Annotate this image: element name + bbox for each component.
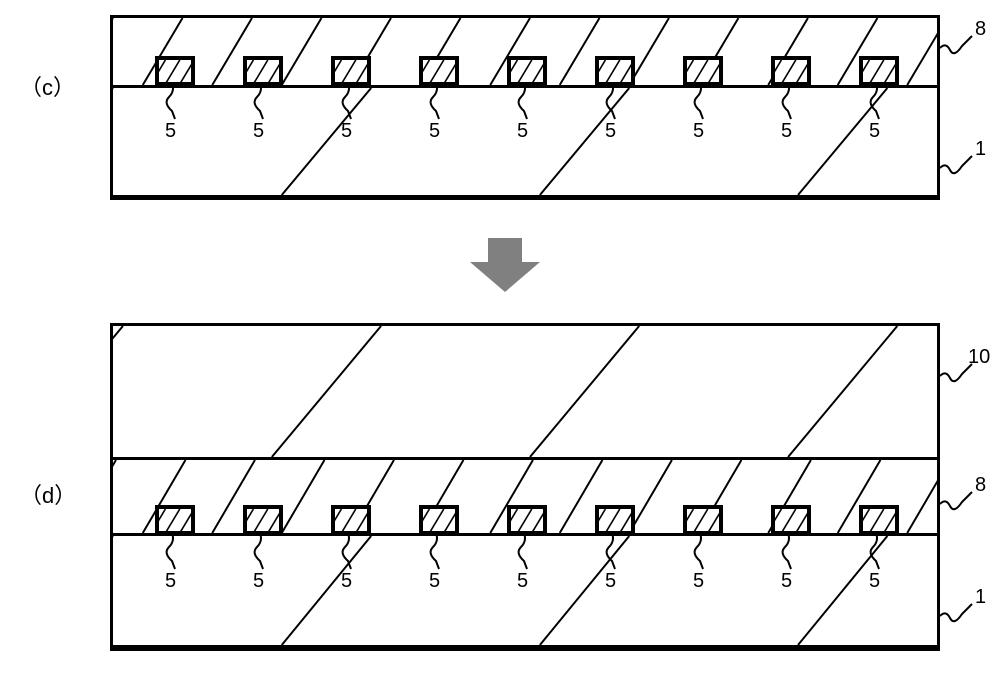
side-lead-1-c	[940, 150, 980, 180]
ref-5: 5	[781, 570, 792, 593]
ref-5: 5	[517, 120, 528, 143]
side-lead-1-d	[940, 598, 980, 628]
feature-row-d	[113, 326, 937, 648]
ref-8: 8	[975, 474, 986, 497]
process-arrow-icon	[470, 238, 540, 292]
ref-5: 5	[605, 120, 616, 143]
ref-5: 5	[693, 570, 704, 593]
ref-5: 5	[253, 570, 264, 593]
ref-5: 5	[781, 120, 792, 143]
ref-5: 5	[605, 570, 616, 593]
ref-5: 5	[165, 120, 176, 143]
ref-5: 5	[341, 120, 352, 143]
ref-5: 5	[165, 570, 176, 593]
ref-5: 5	[869, 570, 880, 593]
ref-10: 10	[968, 346, 990, 369]
panel-label-c: （c）	[20, 70, 75, 102]
side-lead-8-d	[940, 486, 980, 516]
ref-5: 5	[341, 570, 352, 593]
ref-5: 5	[693, 120, 704, 143]
panel-label-d: （d）	[20, 478, 76, 510]
ref-5: 5	[517, 570, 528, 593]
ref-5: 5	[253, 120, 264, 143]
ref-1: 1	[975, 586, 986, 609]
ref-5: 5	[429, 120, 440, 143]
ref-1: 1	[975, 138, 986, 161]
ref-5: 5	[869, 120, 880, 143]
section-d	[110, 323, 940, 651]
side-lead-8-c	[940, 30, 980, 60]
ref-5: 5	[429, 570, 440, 593]
ref-8: 8	[975, 18, 986, 41]
